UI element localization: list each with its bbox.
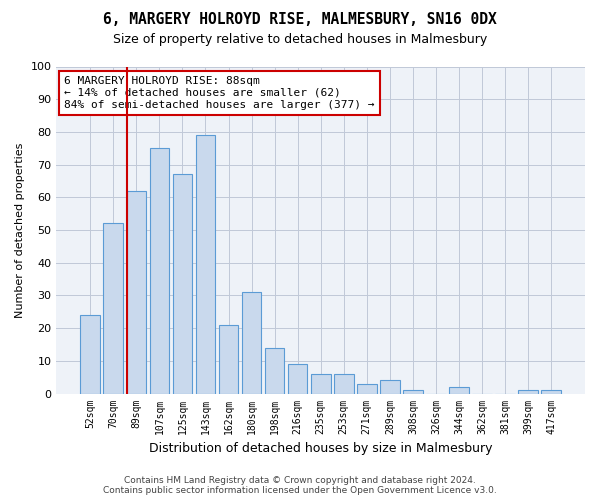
Bar: [449, 387, 469, 394]
Bar: [80, 315, 100, 394]
Text: Size of property relative to detached houses in Malmesbury: Size of property relative to detached ho…: [113, 32, 487, 46]
Bar: [149, 148, 169, 394]
Bar: [127, 191, 146, 394]
Bar: [311, 374, 331, 394]
Bar: [196, 135, 215, 394]
Bar: [541, 390, 561, 394]
Bar: [380, 380, 400, 394]
Bar: [242, 292, 262, 394]
Bar: [219, 325, 238, 394]
Bar: [334, 374, 353, 394]
X-axis label: Distribution of detached houses by size in Malmesbury: Distribution of detached houses by size …: [149, 442, 493, 455]
Bar: [265, 348, 284, 394]
Bar: [173, 174, 192, 394]
Bar: [357, 384, 377, 394]
Bar: [103, 224, 123, 394]
Text: Contains HM Land Registry data © Crown copyright and database right 2024.
Contai: Contains HM Land Registry data © Crown c…: [103, 476, 497, 495]
Text: 6 MARGERY HOLROYD RISE: 88sqm
← 14% of detached houses are smaller (62)
84% of s: 6 MARGERY HOLROYD RISE: 88sqm ← 14% of d…: [64, 76, 375, 110]
Bar: [403, 390, 422, 394]
Y-axis label: Number of detached properties: Number of detached properties: [15, 142, 25, 318]
Bar: [288, 364, 307, 394]
Text: 6, MARGERY HOLROYD RISE, MALMESBURY, SN16 0DX: 6, MARGERY HOLROYD RISE, MALMESBURY, SN1…: [103, 12, 497, 28]
Bar: [518, 390, 538, 394]
